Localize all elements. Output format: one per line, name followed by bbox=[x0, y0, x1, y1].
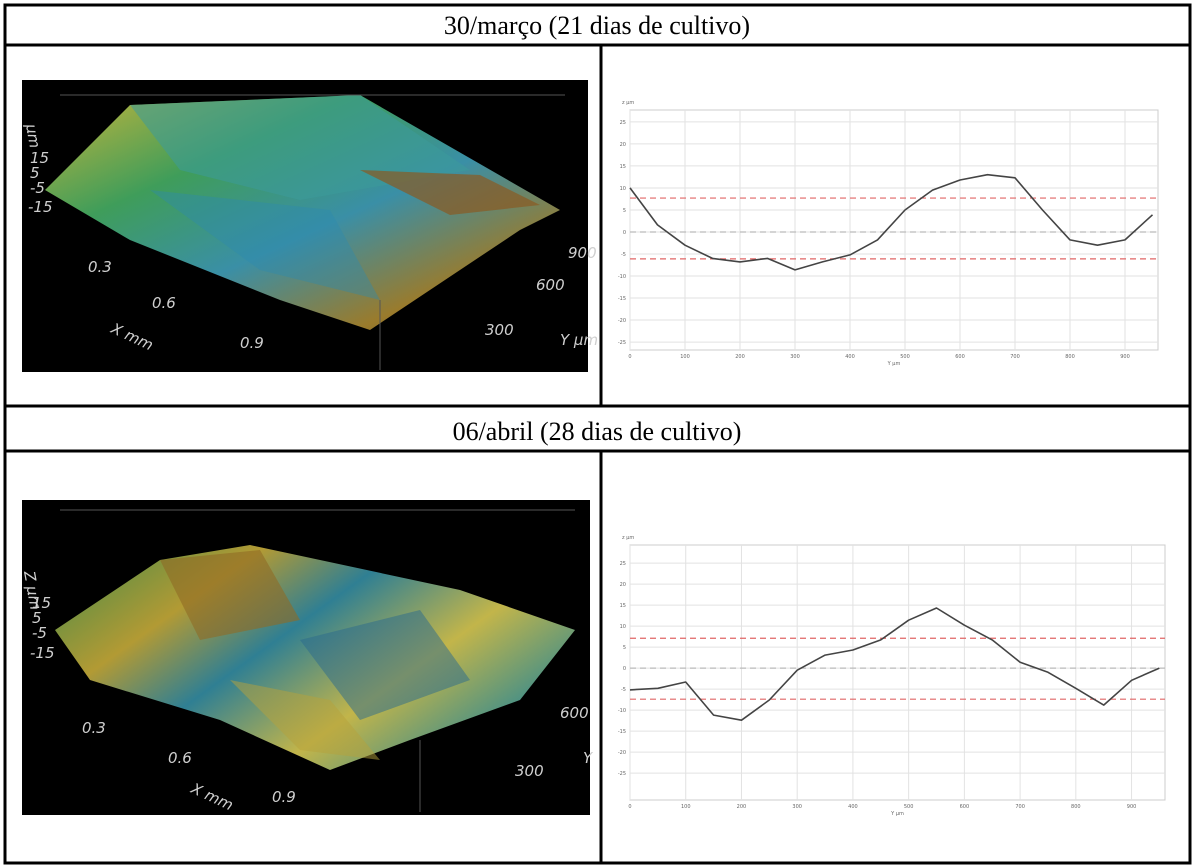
x-tick-label: 400 bbox=[848, 804, 858, 810]
x-tick-label: 0.6 bbox=[168, 749, 192, 767]
y-tick-label: 20 bbox=[620, 582, 626, 588]
y-axis-label: z µm bbox=[622, 100, 634, 106]
x-tick-label: 300 bbox=[792, 804, 802, 810]
x-tick-label: 100 bbox=[680, 354, 690, 360]
y-tick-label: 10 bbox=[620, 186, 626, 192]
y-tick-label: 900 bbox=[568, 244, 597, 262]
x-tick-label: 0.6 bbox=[152, 294, 176, 312]
x-tick-label: 900 bbox=[1127, 804, 1137, 810]
z-tick-label: -5 bbox=[32, 624, 47, 642]
y-tick-label: 600 bbox=[536, 276, 565, 294]
y-tick-label: -15 bbox=[618, 296, 626, 302]
y-tick-label: 0 bbox=[623, 230, 626, 236]
y-axis-label: Y bbox=[583, 749, 594, 767]
row-title: 06/abril (28 dias de cultivo) bbox=[453, 417, 742, 446]
x-tick-label: 800 bbox=[1071, 804, 1081, 810]
x-tick-label: 0.3 bbox=[88, 258, 112, 276]
x-tick-label: 800 bbox=[1065, 354, 1075, 360]
y-tick-label: -15 bbox=[618, 729, 626, 735]
x-tick-label: 0.3 bbox=[82, 719, 106, 737]
x-tick-label: 300 bbox=[790, 354, 800, 360]
y-tick-label: 15 bbox=[620, 603, 626, 609]
y-axis-label: Y µm bbox=[560, 331, 598, 349]
x-tick-label: 600 bbox=[960, 804, 970, 810]
y-tick-label: 300 bbox=[515, 762, 544, 780]
z-tick-label: -15 bbox=[28, 198, 53, 216]
x-axis-label: Y µm bbox=[887, 361, 901, 367]
z-tick-label: -15 bbox=[30, 644, 55, 662]
y-tick-label: 5 bbox=[623, 645, 626, 651]
plot-frame bbox=[630, 110, 1158, 350]
z-tick-label: -5 bbox=[30, 179, 45, 197]
y-tick-label: -20 bbox=[618, 318, 626, 324]
y-tick-label: -10 bbox=[618, 708, 626, 714]
x-tick-label: 900 bbox=[1120, 354, 1130, 360]
y-tick-label: 15 bbox=[620, 164, 626, 170]
x-tick-label: 0 bbox=[628, 354, 631, 360]
x-tick-label: 600 bbox=[955, 354, 965, 360]
x-tick-label: 500 bbox=[900, 354, 910, 360]
y-tick-label: -5 bbox=[621, 252, 626, 258]
x-tick-label: 200 bbox=[735, 354, 745, 360]
y-tick-label: -25 bbox=[618, 771, 626, 777]
x-tick-label: 500 bbox=[904, 804, 914, 810]
x-tick-label: 0.9 bbox=[272, 788, 296, 806]
x-tick-label: 100 bbox=[681, 804, 691, 810]
x-axis-label: Y µm bbox=[890, 811, 904, 817]
x-tick-label: 700 bbox=[1015, 804, 1025, 810]
y-tick-label: -5 bbox=[621, 687, 626, 693]
x-tick-label: 0 bbox=[628, 804, 631, 810]
y-tick-label: 20 bbox=[620, 142, 626, 148]
y-tick-label: 600 bbox=[560, 704, 589, 722]
x-tick-label: 200 bbox=[737, 804, 747, 810]
y-tick-label: 25 bbox=[620, 120, 626, 126]
x-tick-label: 400 bbox=[845, 354, 855, 360]
row-title: 30/março (21 dias de cultivo) bbox=[444, 11, 750, 40]
surface-image bbox=[22, 500, 590, 815]
y-tick-label: -25 bbox=[618, 340, 626, 346]
y-axis-label: z µm bbox=[622, 535, 634, 541]
plot-frame bbox=[630, 545, 1165, 800]
x-tick-label: 0.9 bbox=[240, 334, 264, 352]
figure: 30/março (21 dias de cultivo) 06/abril (… bbox=[0, 0, 1194, 865]
x-tick-label: 700 bbox=[1010, 354, 1020, 360]
y-tick-label: 300 bbox=[485, 321, 514, 339]
y-tick-label: 5 bbox=[623, 208, 626, 214]
y-tick-label: 25 bbox=[620, 561, 626, 567]
y-tick-label: -10 bbox=[618, 274, 626, 280]
y-tick-label: 10 bbox=[620, 624, 626, 630]
y-tick-label: 0 bbox=[623, 666, 626, 672]
y-tick-label: -20 bbox=[618, 750, 626, 756]
